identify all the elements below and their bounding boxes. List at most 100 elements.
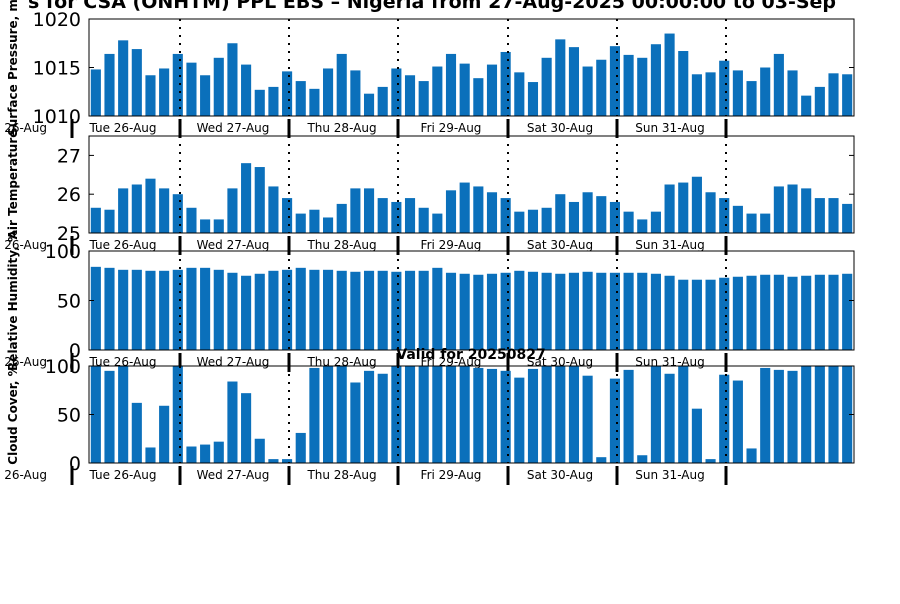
bar (418, 207, 429, 233)
bar (172, 53, 183, 116)
day-label: Thu 28-Aug (306, 238, 376, 252)
bar (159, 405, 170, 463)
bar (486, 368, 498, 463)
bar (200, 75, 211, 116)
bar (842, 273, 853, 350)
bar (459, 366, 470, 463)
bar (418, 366, 429, 463)
bar (131, 402, 142, 463)
bar (459, 182, 470, 233)
bar (596, 457, 607, 463)
y-tick-label: 25 (57, 223, 81, 245)
bar (746, 213, 757, 233)
bar (814, 198, 825, 233)
bar (172, 366, 183, 463)
day-label: Sat 30-Aug (527, 468, 593, 482)
bar (664, 184, 675, 233)
bar (391, 366, 402, 463)
bar (200, 219, 211, 233)
bar (746, 448, 757, 463)
bar (295, 432, 306, 463)
bar (828, 274, 839, 350)
bar (514, 72, 525, 116)
bar (514, 377, 525, 463)
bar (227, 43, 238, 116)
bar (801, 366, 812, 463)
bar (445, 190, 457, 233)
bar (295, 213, 306, 233)
bar (432, 66, 443, 116)
bar (678, 182, 689, 233)
day-label: Thu 28-Aug (306, 121, 376, 135)
day-label: Thu 28-Aug (306, 468, 376, 482)
y-tick-label: 1015 (33, 58, 81, 80)
panel-1: 1010 1015 1020 Surface Pressure, me 26-Aug T… (0, 0, 855, 138)
bar (650, 273, 661, 350)
bar (609, 378, 620, 463)
bar (377, 373, 388, 463)
bar (691, 408, 702, 463)
bar (746, 275, 757, 350)
bar (363, 188, 375, 233)
bar (268, 459, 279, 463)
bar (609, 201, 620, 233)
bar (787, 370, 798, 463)
bar (377, 270, 388, 350)
y-tick-label: 100 (45, 356, 81, 378)
bar (678, 366, 689, 463)
bar (145, 270, 156, 350)
bar (678, 279, 689, 350)
bar (842, 366, 853, 463)
bar (282, 459, 293, 463)
bar (172, 194, 183, 233)
bar (241, 64, 252, 116)
bar (363, 370, 375, 463)
bar (282, 269, 293, 350)
bar (391, 271, 402, 350)
day-label: Tue 26-Aug (88, 468, 156, 482)
bar (295, 81, 306, 116)
bar (514, 211, 525, 233)
bar (404, 198, 416, 233)
bar (650, 211, 661, 233)
bar (350, 271, 361, 350)
bar (404, 75, 416, 116)
bar (732, 380, 743, 463)
bar (555, 39, 566, 117)
bar (445, 272, 457, 350)
bar (131, 184, 142, 233)
bar (131, 49, 142, 116)
y-tick-label: 1010 (33, 106, 81, 128)
bar (527, 82, 539, 116)
bar (282, 198, 293, 233)
bar (623, 211, 634, 233)
bar (568, 47, 580, 116)
bar (760, 274, 771, 350)
bar (227, 188, 238, 233)
bar (309, 88, 320, 116)
bar (104, 53, 115, 116)
bar (705, 459, 716, 463)
bar (323, 366, 334, 463)
day-label: Sun 31-Aug (635, 468, 704, 482)
bar (732, 205, 743, 233)
bar (213, 441, 224, 463)
bar (637, 272, 648, 350)
bar (254, 438, 265, 463)
y-axis-label: Air Temperature (6, 130, 20, 240)
bar (104, 370, 115, 463)
day-label: Wed 27-Aug (197, 121, 270, 135)
bar (842, 203, 853, 233)
bar (773, 186, 784, 233)
y-tick-label: 1020 (33, 9, 81, 31)
bar (473, 186, 484, 233)
bar (486, 273, 498, 350)
bar (241, 163, 252, 233)
bar (459, 273, 470, 350)
bar (582, 271, 593, 350)
bar (309, 367, 320, 463)
bar (200, 267, 211, 350)
bar (828, 73, 839, 116)
